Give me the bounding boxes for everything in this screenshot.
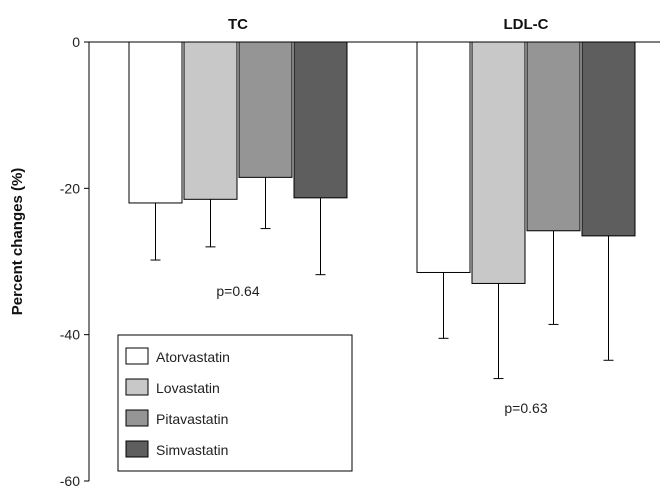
legend-swatch xyxy=(125,378,149,396)
category-label: TC xyxy=(228,16,248,33)
bar-tc-pitavastatin xyxy=(238,41,293,178)
bar-ldl-c-lovastatin xyxy=(471,41,526,284)
error-bars xyxy=(150,177,614,380)
category-label: LDL-C xyxy=(504,16,549,33)
bars xyxy=(128,41,636,284)
legend-label: Atorvastatin xyxy=(156,349,230,365)
legend-swatch xyxy=(125,409,149,427)
legend-box xyxy=(117,334,353,472)
y-tick-label: 0 xyxy=(72,34,80,50)
y-tick-label: -60 xyxy=(60,473,80,488)
legend-label: Pitavastatin xyxy=(156,411,228,427)
bar-ldl-c-atorvastatin xyxy=(416,41,471,273)
y-axis-label: Percent changes (%) xyxy=(9,168,26,316)
bar-tc-lovastatin xyxy=(183,41,238,200)
p-value-annotation: p=0.64 xyxy=(216,283,259,299)
legend-label: Lovastatin xyxy=(156,380,220,396)
y-tick-label: -40 xyxy=(60,327,80,343)
p-value-annotation: p=0.63 xyxy=(504,400,547,416)
labels: 0 -20 -40 -60 Percent changes (%) TC LDL-C p=0.… xyxy=(9,16,549,488)
bar-ldl-c-simvastatin xyxy=(581,41,636,237)
legend: Atorvastatin Lovastatin Pitavastatin Simvas… xyxy=(117,334,353,472)
bar-ldl-c-pitavastatin xyxy=(526,41,581,232)
legend-label: Simvastatin xyxy=(156,442,228,458)
bar-tc-simvastatin xyxy=(293,41,348,199)
y-tick-label: -20 xyxy=(60,180,80,196)
bar-tc-atorvastatin xyxy=(128,41,183,204)
legend-swatch xyxy=(125,440,149,458)
legend-swatch xyxy=(125,347,149,365)
